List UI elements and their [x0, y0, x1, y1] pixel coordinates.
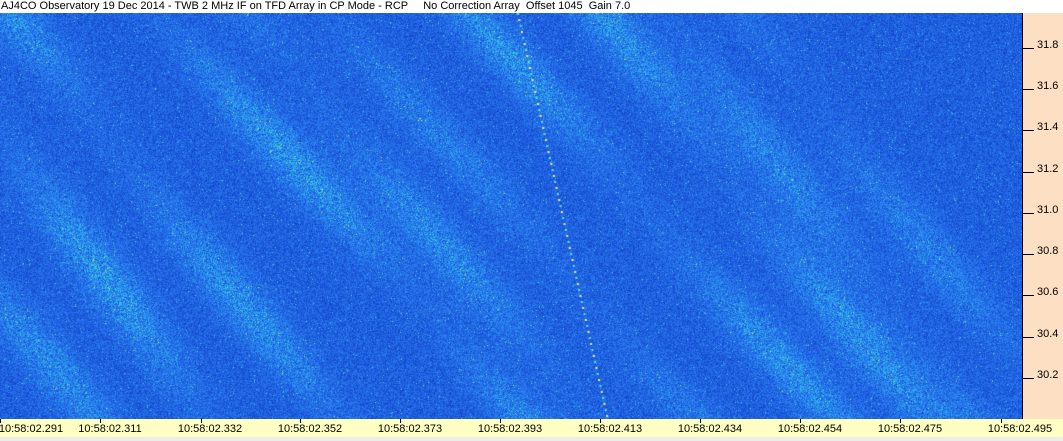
x-tick [800, 419, 801, 423]
x-tick-label: 10:58:02.454 [777, 423, 843, 435]
x-tick-label: 10:58:02.495 [987, 423, 1053, 435]
y-tick-label: 31.6 [1037, 80, 1059, 93]
x-tick [201, 419, 202, 423]
x-tick-label: 10:58:02.373 [377, 423, 443, 435]
y-tick [1023, 377, 1034, 379]
x-tick-label: 10:58:02.291 [0, 423, 64, 435]
y-tick [1023, 89, 1034, 91]
y-tick-label: 31.0 [1037, 203, 1059, 216]
x-tick [900, 419, 901, 423]
x-tick [300, 419, 301, 423]
y-tick-label: 30.6 [1037, 286, 1059, 299]
x-tick [600, 419, 601, 423]
x-axis: 10:58:02.291 10:58:02.311 10:58:02.332 10:5… [0, 419, 1063, 437]
x-tick-label: 10:58:02.352 [277, 423, 343, 435]
y-tick [1023, 130, 1034, 132]
y-axis: 31.8 31.6 31.4 31.2 31.0 30.8 30.6 30.4 30.2 [1022, 13, 1063, 419]
x-tick [700, 419, 701, 423]
x-tick-label: 10:58:02.413 [577, 423, 643, 435]
y-tick-label: 30.2 [1037, 368, 1059, 381]
x-tick [0, 419, 1, 423]
x-tick [100, 419, 101, 423]
y-tick [1023, 295, 1034, 297]
x-tick [400, 419, 401, 423]
y-tick [1023, 171, 1034, 173]
spectrogram-heatmap [0, 13, 1022, 419]
y-tick-label: 30.4 [1037, 327, 1059, 340]
x-tick [500, 419, 501, 423]
x-tick [1001, 419, 1002, 423]
x-tick-label: 10:58:02.434 [677, 423, 743, 435]
x-tick-label: 10:58:02.475 [877, 423, 943, 435]
y-tick-label: 31.4 [1037, 121, 1059, 134]
y-tick-label: 31.8 [1037, 39, 1059, 52]
x-tick-label: 10:58:02.311 [78, 423, 142, 435]
y-tick-label: 30.8 [1037, 245, 1059, 258]
x-tick-label: 10:58:02.332 [177, 423, 243, 435]
y-tick [1023, 336, 1034, 338]
y-tick [1023, 254, 1034, 256]
y-tick [1023, 48, 1034, 50]
y-tick [1023, 212, 1034, 214]
y-tick-label: 31.2 [1037, 162, 1059, 175]
x-tick-label: 10:58:02.393 [477, 423, 543, 435]
chart-title: AJ4CO Observatory 19 Dec 2014 - TWB 2 MH… [0, 0, 1063, 13]
